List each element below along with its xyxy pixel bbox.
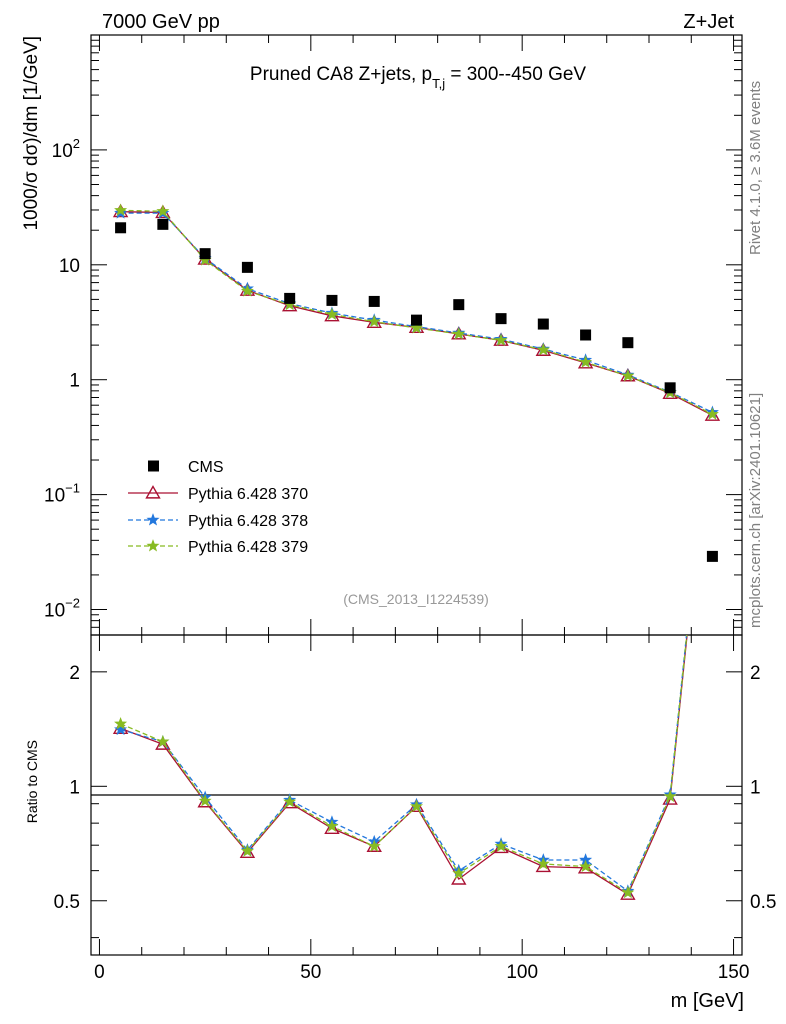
axis-ticks xyxy=(91,35,742,955)
plot-title-subscript: T,j xyxy=(432,76,445,91)
data-point xyxy=(368,295,380,307)
triangle-marker xyxy=(155,736,171,750)
star-marker xyxy=(494,333,508,346)
y-tick-label: 1 xyxy=(69,371,80,392)
plot-title-main: Pruned CA8 Z+jets, p xyxy=(250,64,432,85)
star-marker xyxy=(494,839,508,852)
star-marker xyxy=(198,794,212,807)
data-point xyxy=(284,292,296,304)
data-point xyxy=(537,318,549,330)
star-marker xyxy=(409,799,424,813)
mcplots-label: mcplots.cern.ch [arXiv:2401.10621] xyxy=(747,393,764,628)
plot-title: Pruned CA8 Z+jets, pT,j = 300--450 GeV xyxy=(250,64,587,91)
series-line xyxy=(120,209,713,415)
ratio-line xyxy=(120,635,688,893)
star-marker xyxy=(240,284,254,297)
x-tick-label: 0 xyxy=(94,962,105,983)
series-0 xyxy=(112,203,721,421)
ratio-tick-label-right: 2 xyxy=(750,663,761,684)
star-marker xyxy=(114,716,128,730)
process-label: Z+Jet xyxy=(683,11,734,33)
ratio-tick-label-right: 1 xyxy=(750,777,761,798)
legend: CMS Pythia 6.428 370 Pythia 6.428 378 Pythi… xyxy=(128,459,308,556)
y-axis-label: 1000/σ dσ)/dm [1/GeV] xyxy=(21,36,42,231)
star-marker xyxy=(114,203,128,216)
data-point xyxy=(411,314,422,326)
y-tick-label: 10−2 xyxy=(44,596,80,622)
star-marker xyxy=(156,204,170,217)
beam-label: 7000 GeV pp xyxy=(102,11,220,33)
series-line xyxy=(120,212,713,413)
triangle-marker xyxy=(324,820,340,834)
series-line xyxy=(120,211,713,416)
legend-label: Pythia 6.428 378 xyxy=(188,513,308,530)
main-series xyxy=(112,203,721,562)
star-marker xyxy=(367,839,381,852)
cms-data xyxy=(115,218,718,562)
star-marker xyxy=(536,857,550,870)
data-point xyxy=(199,248,211,260)
star-marker xyxy=(621,369,635,382)
legend-label: Pythia 6.428 379 xyxy=(188,539,308,556)
data-point xyxy=(241,261,253,273)
ratio-tick-label-right: 0.5 xyxy=(750,892,776,913)
x-tick-label: 150 xyxy=(718,962,750,983)
star-marker xyxy=(283,795,297,808)
star-marker xyxy=(663,789,677,803)
data-point xyxy=(453,299,465,311)
ratio-y-axis-label: Ratio to CMS xyxy=(24,740,40,823)
star-marker xyxy=(156,734,170,748)
star-marker xyxy=(325,307,339,320)
ratio-tick-label-left: 1 xyxy=(69,777,80,798)
tick-labels: 0 50 100 150 10−2 10−1 1 10 102 0.5 0.5 1 1 2 2 xyxy=(44,136,776,983)
x-tick-label: 100 xyxy=(506,962,538,983)
plot-title-tail: = 300--450 GeV xyxy=(445,64,586,85)
star-marker xyxy=(579,859,593,873)
triangle-marker xyxy=(535,858,552,873)
star-marker xyxy=(409,321,424,334)
star-marker xyxy=(579,355,593,368)
triangle-marker xyxy=(577,860,594,874)
data-point xyxy=(580,329,592,341)
star-marker xyxy=(146,539,160,552)
x-axis-label: m [GeV] xyxy=(671,990,744,1012)
triangle-marker xyxy=(620,886,636,900)
analysis-id: (CMS_2013_I1224539) xyxy=(343,591,489,607)
data-point xyxy=(622,337,634,349)
data-point xyxy=(706,550,718,562)
data-point xyxy=(157,218,169,230)
star-marker xyxy=(452,866,466,879)
x-tick-label: 50 xyxy=(300,962,321,983)
data-point xyxy=(326,294,338,306)
legend-data-marker xyxy=(148,460,159,472)
rivet-label: Rivet 4.1.0, ≥ 3.6M events xyxy=(747,81,764,255)
star-marker xyxy=(705,407,719,420)
data-point xyxy=(664,382,676,394)
ratio-tick-label-left: 2 xyxy=(69,663,80,684)
data-point xyxy=(115,222,127,234)
star-marker xyxy=(536,342,550,356)
series-2 xyxy=(114,203,719,420)
star-marker xyxy=(367,314,381,328)
star-marker xyxy=(325,819,339,832)
triangle-marker xyxy=(145,485,161,499)
legend-label: CMS xyxy=(188,459,224,476)
ratio-tick-label-left: 0.5 xyxy=(54,892,80,913)
star-marker xyxy=(240,844,254,857)
ratio-series-2 xyxy=(114,635,688,899)
series-1 xyxy=(114,206,719,418)
star-marker xyxy=(146,513,160,526)
ratio-series xyxy=(112,635,688,900)
y-tick-label: 10 xyxy=(59,256,80,277)
legend-label: Pythia 6.428 370 xyxy=(188,486,308,503)
data-point xyxy=(495,313,507,325)
y-tick-label: 102 xyxy=(52,136,80,162)
star-marker xyxy=(621,885,635,899)
star-marker xyxy=(114,722,128,736)
y-tick-label: 10−1 xyxy=(44,481,80,507)
star-marker xyxy=(452,327,466,340)
